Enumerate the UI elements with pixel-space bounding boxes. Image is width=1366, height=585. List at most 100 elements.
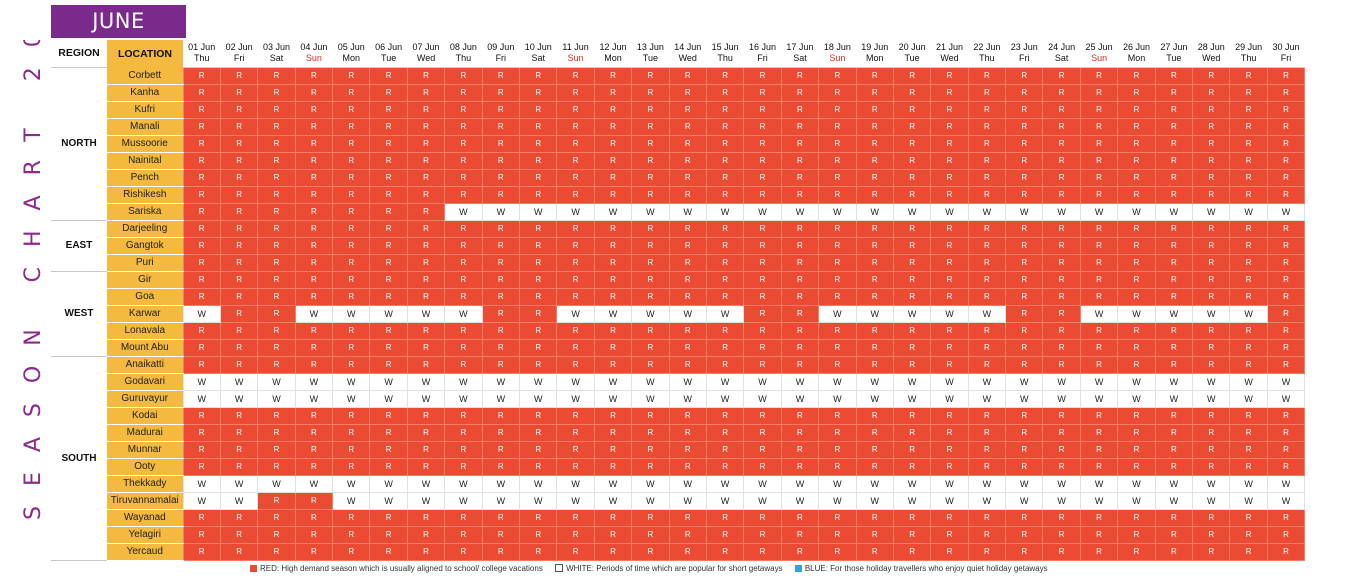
red-cell: R bbox=[257, 508, 296, 527]
white-cell: W bbox=[556, 491, 595, 510]
red-cell: R bbox=[182, 83, 221, 102]
legend: RED: High demand season which is usually… bbox=[250, 564, 1058, 573]
red-cell: R bbox=[444, 287, 483, 306]
red-cell: R bbox=[668, 66, 707, 85]
day-header: 08 Jun Thu bbox=[444, 40, 483, 68]
day-header: 09 Jun Fri bbox=[482, 40, 520, 68]
red-cell: R bbox=[743, 423, 782, 442]
white-cell: W bbox=[855, 372, 894, 391]
white-cell: W bbox=[1005, 389, 1044, 408]
day-weekday: Sat bbox=[1054, 53, 1069, 64]
location-label: Kanha bbox=[107, 84, 183, 102]
red-cell: R bbox=[967, 525, 1007, 544]
white-cell: W bbox=[668, 389, 707, 408]
red-cell: R bbox=[1154, 134, 1194, 153]
red-cell: R bbox=[1117, 168, 1156, 187]
red-cell: R bbox=[481, 508, 521, 527]
red-cell: R bbox=[967, 117, 1007, 136]
red-cell: R bbox=[332, 287, 371, 306]
red-cell: R bbox=[892, 168, 932, 187]
white-cell: W bbox=[556, 372, 595, 391]
white-cell: W bbox=[519, 202, 558, 221]
red-cell: R bbox=[257, 287, 296, 306]
red-cell: R bbox=[743, 304, 782, 323]
white-cell: W bbox=[1192, 491, 1231, 510]
red-cell: R bbox=[631, 168, 670, 187]
red-cell: R bbox=[481, 117, 521, 136]
red-cell: R bbox=[780, 219, 820, 238]
red-cell: R bbox=[1117, 83, 1156, 102]
red-cell: R bbox=[481, 304, 521, 323]
day-header: 05 Jun Mon bbox=[332, 40, 370, 68]
red-cell: R bbox=[967, 423, 1007, 442]
day-weekday: Thu bbox=[455, 53, 472, 64]
white-cell: W bbox=[967, 389, 1007, 408]
red-cell: R bbox=[743, 457, 782, 476]
white-cell: W bbox=[892, 372, 932, 391]
location-label: Mount Abu bbox=[107, 339, 183, 357]
red-cell: R bbox=[406, 355, 446, 374]
legend-red-text: RED: High demand season which is usually… bbox=[260, 564, 543, 573]
red-cell: R bbox=[369, 168, 408, 187]
red-cell: R bbox=[1266, 440, 1306, 459]
red-cell: R bbox=[444, 117, 483, 136]
red-cell: R bbox=[855, 236, 894, 255]
location-label: Kufri bbox=[107, 101, 183, 119]
region-label: EAST bbox=[51, 220, 107, 272]
white-cell: W bbox=[444, 202, 483, 221]
red-cell: R bbox=[1079, 100, 1119, 119]
red-cell: R bbox=[705, 134, 745, 153]
table-row: Munnar R R R R R R R R R R R R R R R R R R R R R R R R R R R R R R bbox=[51, 440, 1306, 459]
red-cell: R bbox=[705, 270, 745, 289]
red-cell: R bbox=[1192, 83, 1231, 102]
white-cell: W bbox=[631, 474, 670, 493]
red-cell: R bbox=[1005, 100, 1044, 119]
red-cell: R bbox=[257, 202, 296, 221]
white-cell: W bbox=[1192, 202, 1231, 221]
red-cell: R bbox=[705, 66, 745, 85]
red-cell: R bbox=[481, 134, 521, 153]
red-cell: R bbox=[406, 525, 446, 544]
red-cell: R bbox=[1117, 100, 1156, 119]
red-cell: R bbox=[743, 355, 782, 374]
day-weekday: Tue bbox=[381, 53, 397, 64]
red-cell: R bbox=[294, 287, 334, 306]
red-cell: R bbox=[332, 100, 371, 119]
red-cell: R bbox=[182, 134, 221, 153]
red-cell: R bbox=[1154, 542, 1194, 561]
red-cell: R bbox=[705, 508, 745, 527]
red-cell: R bbox=[332, 525, 371, 544]
white-cell: W bbox=[406, 389, 446, 408]
red-cell: R bbox=[332, 83, 371, 102]
red-cell: R bbox=[1192, 185, 1231, 204]
day-date: 03 Jun bbox=[262, 42, 290, 53]
white-cell: W bbox=[1117, 202, 1156, 221]
white-cell: W bbox=[1005, 474, 1044, 493]
red-cell: R bbox=[1005, 457, 1044, 476]
red-cell: R bbox=[332, 185, 371, 204]
red-cell: R bbox=[668, 287, 707, 306]
red-cell: R bbox=[519, 440, 558, 459]
red-cell: R bbox=[182, 525, 221, 544]
red-cell: R bbox=[1117, 440, 1156, 459]
red-cell: R bbox=[1229, 457, 1268, 476]
white-cell: W bbox=[780, 474, 820, 493]
red-cell: R bbox=[818, 151, 857, 170]
red-cell: R bbox=[593, 151, 633, 170]
red-cell: R bbox=[855, 508, 894, 527]
red-cell: R bbox=[1266, 83, 1306, 102]
red-cell: R bbox=[631, 151, 670, 170]
location-label: Rishikesh bbox=[107, 186, 183, 204]
white-cell: W bbox=[332, 304, 371, 323]
red-cell: R bbox=[631, 253, 670, 272]
table-row: NORTH Corbett R R R R R R R R R R R R R R R R R R R R R R R R R R R R… bbox=[51, 66, 1306, 221]
red-cell: R bbox=[818, 253, 857, 272]
red-cell: R bbox=[257, 304, 296, 323]
red-cell: R bbox=[556, 338, 595, 357]
red-cell: R bbox=[930, 134, 969, 153]
red-cell: R bbox=[1192, 457, 1231, 476]
red-cell: R bbox=[369, 83, 408, 102]
red-cell: R bbox=[219, 321, 259, 340]
red-cell: R bbox=[593, 508, 633, 527]
red-cell: R bbox=[1079, 185, 1119, 204]
